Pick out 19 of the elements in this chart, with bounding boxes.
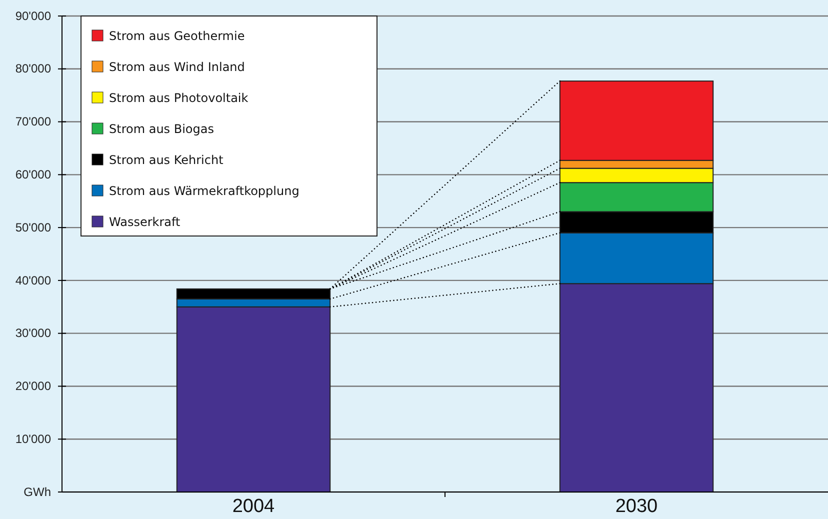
legend-label: Strom aus Wärmekraftkopplung <box>109 184 300 198</box>
y-tick-label: 90'000 <box>15 8 52 23</box>
y-tick-label: 10'000 <box>15 432 52 446</box>
y-tick-label: 60'000 <box>15 168 52 182</box>
y-tick-label: 20'000 <box>15 379 52 394</box>
x-tick-label: 2030 <box>615 496 658 518</box>
x-tick-label: 2004 <box>232 496 276 518</box>
y-tick-label: 40'000 <box>15 273 52 288</box>
legend-label: Strom aus Biogas <box>109 122 214 136</box>
y-tick-label: 30'000 <box>15 326 52 340</box>
legend-label: Strom aus Wind Inland <box>109 60 245 74</box>
legend-label: Strom aus Kehricht <box>109 153 224 167</box>
legend-label: Strom aus Photovoltaik <box>109 91 248 105</box>
y-tick-label: GWh <box>24 484 51 499</box>
y-tick-label: 80'000 <box>15 62 52 76</box>
legend-label: Strom aus Geothermie <box>109 29 245 43</box>
y-tick-label: 50'000 <box>15 220 52 234</box>
y-tick-label: 70'000 <box>15 114 52 129</box>
legend-label: Wasserkraft <box>109 215 181 229</box>
